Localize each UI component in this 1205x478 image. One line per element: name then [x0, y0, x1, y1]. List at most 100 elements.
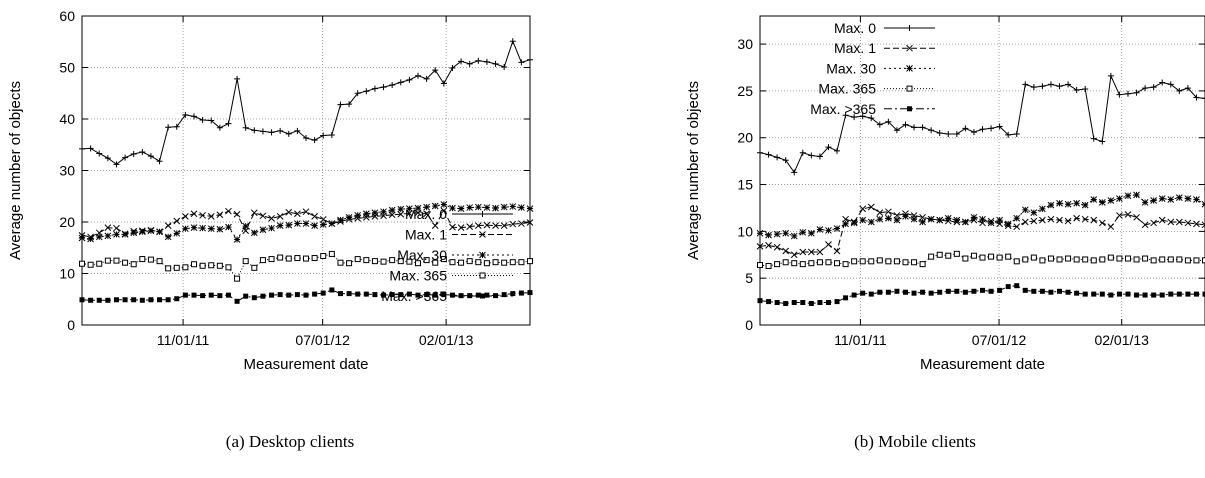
data-point-0	[79, 146, 85, 152]
data-point-48	[1168, 257, 1173, 262]
data-point-27	[312, 137, 318, 143]
data-point-42	[1116, 92, 1122, 98]
data-point-22	[269, 293, 274, 298]
data-point-34	[372, 292, 377, 297]
data-point-24	[963, 290, 968, 295]
data-point-33	[364, 258, 369, 263]
y-tick-label: 20	[59, 214, 75, 230]
data-point-25	[295, 256, 300, 261]
data-point-46	[475, 204, 481, 210]
series-line	[82, 41, 530, 164]
data-point-43	[450, 293, 455, 298]
data-point-17	[226, 265, 231, 270]
y-tick-label: 5	[745, 270, 753, 286]
data-point-4	[114, 297, 119, 302]
data-point-26	[303, 221, 309, 227]
data-point-44	[1134, 192, 1140, 198]
data-point-3	[783, 230, 789, 236]
data-point-45	[467, 259, 472, 264]
data-point-10	[166, 266, 171, 271]
data-point-24	[286, 131, 292, 137]
data-point-24	[286, 293, 291, 298]
data-point-19	[243, 259, 248, 264]
data-point-27	[989, 254, 994, 259]
data-point-4	[114, 258, 119, 263]
series-3	[79, 201, 533, 242]
data-point-11	[851, 220, 857, 226]
data-point-31	[346, 214, 352, 220]
data-point-16	[894, 217, 900, 223]
data-point-46	[1151, 220, 1157, 226]
data-point-45	[467, 205, 473, 211]
data-point-21	[260, 213, 266, 219]
data-point-50	[510, 291, 515, 296]
data-point-12	[183, 265, 188, 270]
legend-label: Max. 1	[405, 227, 447, 243]
data-point-1	[766, 264, 771, 269]
data-point-36	[389, 207, 395, 213]
data-point-32	[1031, 210, 1037, 216]
data-point-28	[320, 222, 326, 228]
data-point-18	[235, 276, 240, 281]
plot-frame	[82, 16, 530, 325]
data-point-24	[286, 222, 292, 228]
data-point-17	[225, 224, 231, 230]
data-point-45	[1142, 199, 1148, 205]
x-tick-label: 07/01/12	[295, 332, 350, 348]
data-point-20	[252, 265, 257, 270]
y-axis-label: Average number of objects	[7, 81, 24, 260]
data-point-11	[852, 259, 857, 264]
data-point-2	[774, 231, 780, 237]
data-point-21	[260, 258, 265, 263]
data-point-21	[260, 294, 265, 299]
data-point-49	[1177, 257, 1182, 262]
data-point-1	[766, 299, 771, 304]
data-point-9	[157, 158, 163, 164]
data-point-6	[131, 151, 137, 157]
data-point-51	[1193, 197, 1199, 203]
data-point-2	[774, 244, 780, 250]
data-point-42	[1116, 196, 1122, 202]
data-point-20	[929, 254, 934, 259]
legend-item: Max. 1	[834, 40, 935, 56]
data-point-47	[484, 205, 490, 211]
data-point-26	[980, 255, 985, 260]
data-point-13	[192, 293, 197, 298]
data-point-32	[1031, 255, 1036, 260]
data-point-19	[920, 124, 926, 130]
caption-desktop: (a) Desktop clients	[140, 432, 440, 452]
data-point-10	[165, 234, 171, 240]
legend-label: Max. >365	[381, 288, 447, 304]
data-point-46	[475, 58, 481, 64]
data-point-8	[826, 260, 831, 265]
data-point-9	[834, 148, 840, 154]
data-point-legend	[907, 86, 912, 91]
data-point-8	[148, 257, 153, 262]
data-point-35	[1057, 257, 1062, 262]
data-point-24	[963, 256, 968, 261]
data-point-0	[79, 235, 85, 241]
data-point-2	[96, 151, 102, 157]
data-point-4	[113, 225, 119, 231]
series-2	[757, 204, 1205, 258]
data-point-6	[131, 230, 137, 236]
data-point-46	[1151, 293, 1156, 298]
legend-label: Max. 365	[818, 81, 876, 97]
data-point-14	[200, 293, 205, 298]
data-point-28	[997, 288, 1002, 293]
data-point-0	[757, 150, 763, 156]
data-point-43	[450, 260, 455, 265]
data-point-41	[1108, 224, 1114, 230]
data-point-25	[294, 221, 300, 227]
data-point-27	[312, 292, 317, 297]
x-tick-label: 02/01/13	[1094, 332, 1149, 348]
data-point-legend	[907, 65, 913, 71]
data-point-2	[97, 298, 102, 303]
x-axis-label: Measurement date	[920, 356, 1045, 373]
data-point-2	[97, 261, 102, 266]
data-point-44	[1134, 293, 1139, 298]
y-tick-label: 60	[59, 8, 75, 24]
data-point-23	[277, 128, 283, 134]
data-point-17	[225, 121, 231, 127]
